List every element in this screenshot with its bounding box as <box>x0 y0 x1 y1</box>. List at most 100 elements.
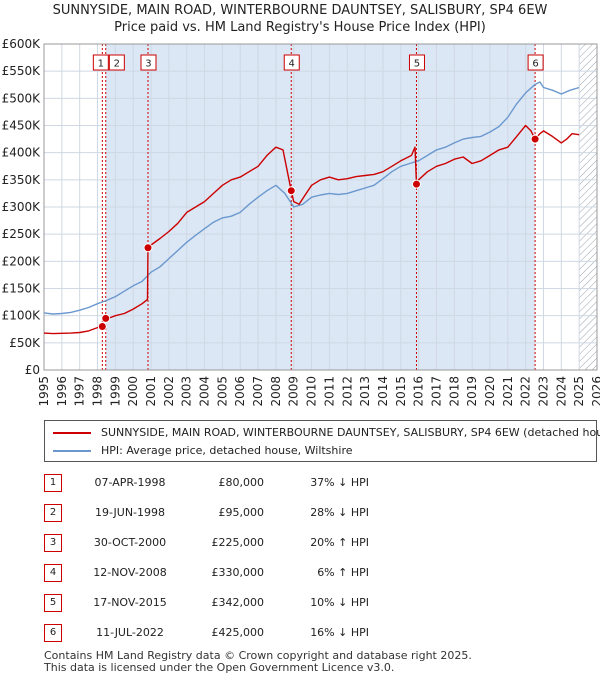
x-tick-label: 2014 <box>376 376 390 407</box>
x-tick-label: 2004 <box>198 376 212 407</box>
sale-point <box>530 134 540 144</box>
sale-price: £342,000 <box>211 596 265 609</box>
x-tick-label: 2011 <box>322 376 336 407</box>
x-tick-label: 2006 <box>233 376 247 407</box>
sale-date: 11-JUL-2022 <box>96 626 164 639</box>
series-line-hpi <box>43 81 580 315</box>
sale-price: £425,000 <box>211 626 265 639</box>
legend-swatch-hpi <box>53 450 91 452</box>
x-tick-label: 1996 <box>55 376 69 407</box>
sale-date: 17-NOV-2015 <box>93 596 167 609</box>
y-tick-label: £150K <box>2 282 42 296</box>
legend-swatch-property <box>53 432 91 434</box>
sale-badge: 2 <box>44 504 62 522</box>
x-tick-label: 2007 <box>251 376 265 407</box>
x-tick-label: 2017 <box>429 376 443 407</box>
x-tick-label: 2021 <box>501 376 515 407</box>
sale-hpi-diff: 20% ↑ HPI <box>310 536 369 549</box>
x-tick-label: 1998 <box>91 376 105 407</box>
sale-badge: 1 <box>44 474 62 492</box>
x-tick-label: 2010 <box>305 376 319 407</box>
sale-date: 19-JUN-1998 <box>94 506 166 519</box>
x-tick-label: 1997 <box>73 376 87 407</box>
sale-number-box <box>92 54 109 71</box>
sale-number-label: 5 <box>414 59 420 70</box>
x-tick-label: 2020 <box>483 376 497 407</box>
x-tick-label: 2009 <box>287 376 301 407</box>
price-chart: £0 £50K £100K £150K £200K £250K £300K £350K £400… <box>2 37 600 407</box>
plot-frame <box>43 43 598 371</box>
y-tick-label: £200K <box>2 254 42 268</box>
y-tick-label: £500K <box>2 91 42 105</box>
footer-licence: This data is licensed under the Open Gov… <box>44 661 395 674</box>
x-tick-label: 1995 <box>37 376 51 407</box>
x-tick-label: 2000 <box>126 376 140 407</box>
y-tick-label: £0 <box>25 363 40 377</box>
y-tick-label: £300K <box>2 200 42 214</box>
x-tick-label: 2022 <box>519 376 533 407</box>
x-tick-label: 2001 <box>144 376 158 407</box>
sale-hpi-diff: 6% ↑ HPI <box>317 566 369 579</box>
x-tick-label: 2018 <box>447 376 461 407</box>
sale-number-box <box>140 54 157 71</box>
y-tick-label: £400K <box>2 146 42 160</box>
legend: SUNNYSIDE, MAIN ROAD, WINTERBOURNE DAUNT… <box>44 420 600 462</box>
sale-badge: 3 <box>44 534 62 552</box>
sale-badge: 5 <box>44 594 62 612</box>
sale-date: 07-APR-1998 <box>94 476 166 489</box>
footer-copyright: Contains HM Land Registry data © Crown c… <box>44 649 472 662</box>
y-tick-label: £600K <box>2 37 42 51</box>
sale-hpi-diff: 10% ↓ HPI <box>310 596 369 609</box>
sale-price: £330,000 <box>211 566 265 579</box>
sale-number-box <box>108 54 125 71</box>
sale-price: £80,000 <box>218 476 265 489</box>
sale-point <box>411 179 421 189</box>
x-tick-label: 2016 <box>412 376 426 407</box>
y-tick-label: £250K <box>2 227 42 241</box>
x-tick-label: 1999 <box>108 376 122 407</box>
x-tick-label: 2003 <box>180 376 194 407</box>
sale-number-label: 2 <box>114 59 120 70</box>
sale-price: £95,000 <box>218 506 265 519</box>
title-line-1: SUNNYSIDE, MAIN ROAD, WINTERBOURNE DAUNT… <box>52 3 548 18</box>
sale-hpi-diff: 28% ↓ HPI <box>310 506 369 519</box>
sale-row: 3 30-OCT-2000 £225,000 20% ↑ HPI <box>44 534 444 552</box>
sale-point <box>97 322 107 332</box>
sale-point <box>143 243 153 253</box>
sale-badge: 6 <box>44 624 62 642</box>
sale-badge: 4 <box>44 564 62 582</box>
x-tick-label: 2002 <box>162 376 176 407</box>
y-tick-label: £450K <box>2 119 42 133</box>
sale-number-box <box>408 54 425 71</box>
sale-number-label: 4 <box>289 59 295 70</box>
x-tick-label: 2024 <box>554 376 568 407</box>
sale-point <box>286 186 296 196</box>
sale-date: 30-OCT-2000 <box>93 536 167 549</box>
sale-hpi-diff: 16% ↓ HPI <box>310 626 369 639</box>
x-tick-label: 2023 <box>536 376 550 407</box>
x-tick-label: 2015 <box>394 376 408 407</box>
sale-number-label: 1 <box>98 59 104 70</box>
sale-price: £225,000 <box>211 536 265 549</box>
sale-number-label: 6 <box>532 59 538 70</box>
legend-label-property: SUNNYSIDE, MAIN ROAD, WINTERBOURNE DAUNT… <box>101 426 600 439</box>
sale-row: 1 07-APR-1998 £80,000 37% ↓ HPI <box>44 474 444 492</box>
x-tick-label: 2025 <box>572 376 586 407</box>
sale-number-label: 3 <box>145 59 151 70</box>
sale-row: 5 17-NOV-2015 £342,000 10% ↓ HPI <box>44 594 444 612</box>
title-line-2: Price paid vs. HM Land Registry's House … <box>114 20 486 35</box>
x-tick-label: 2008 <box>269 376 283 407</box>
x-tick-label: 2005 <box>215 376 229 407</box>
y-tick-label: £50K <box>9 336 41 350</box>
y-tick-label: £350K <box>2 173 42 187</box>
sale-point <box>101 313 111 323</box>
sale-hpi-diff: 37% ↓ HPI <box>310 476 369 489</box>
x-tick-label: 2013 <box>358 376 372 407</box>
sale-date: 12-NOV-2008 <box>93 566 167 579</box>
y-tick-label: £550K <box>2 64 42 78</box>
x-tick-label: 2019 <box>465 376 479 407</box>
sale-number-box <box>283 54 300 71</box>
footer: Contains HM Land Registry data © Crown c… <box>44 650 472 674</box>
y-tick-label: £100K <box>2 309 42 323</box>
legend-label-hpi: HPI: Average price, detached house, Wilt… <box>101 444 353 457</box>
